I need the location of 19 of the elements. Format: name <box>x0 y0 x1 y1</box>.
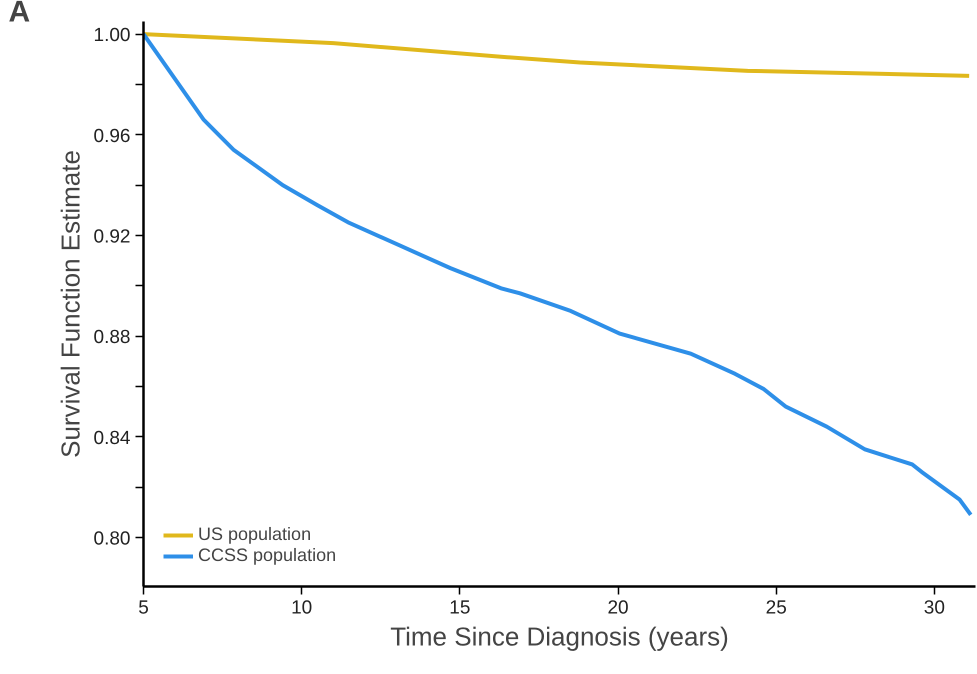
legend-label: CCSS population <box>198 545 336 566</box>
x-axis-title: Time Since Diagnosis (years) <box>390 622 729 652</box>
text: A <box>8 0 30 28</box>
x-tick-label: 30 <box>924 598 945 618</box>
x-tick-label: 15 <box>449 598 470 618</box>
x-tick-label: 20 <box>607 598 629 618</box>
x-tick-label: 10 <box>291 598 312 618</box>
x-tick-label: 5 <box>138 598 149 618</box>
y-tick-label: 0.92 <box>94 226 131 248</box>
y-axis-title: Survival Function Estimate <box>56 150 86 458</box>
x-tick-label: 25 <box>766 598 787 618</box>
line-series <box>144 32 973 517</box>
y-tick-label: 0.88 <box>94 327 131 348</box>
legend-label: US population <box>198 524 312 545</box>
line-series <box>144 32 972 78</box>
y-tick-label: 0.80 <box>94 528 131 550</box>
y-tick-label: 0.84 <box>94 428 131 449</box>
y-tick-label: 0.96 <box>94 126 131 147</box>
y-tick-label: 1.00 <box>94 25 131 46</box>
